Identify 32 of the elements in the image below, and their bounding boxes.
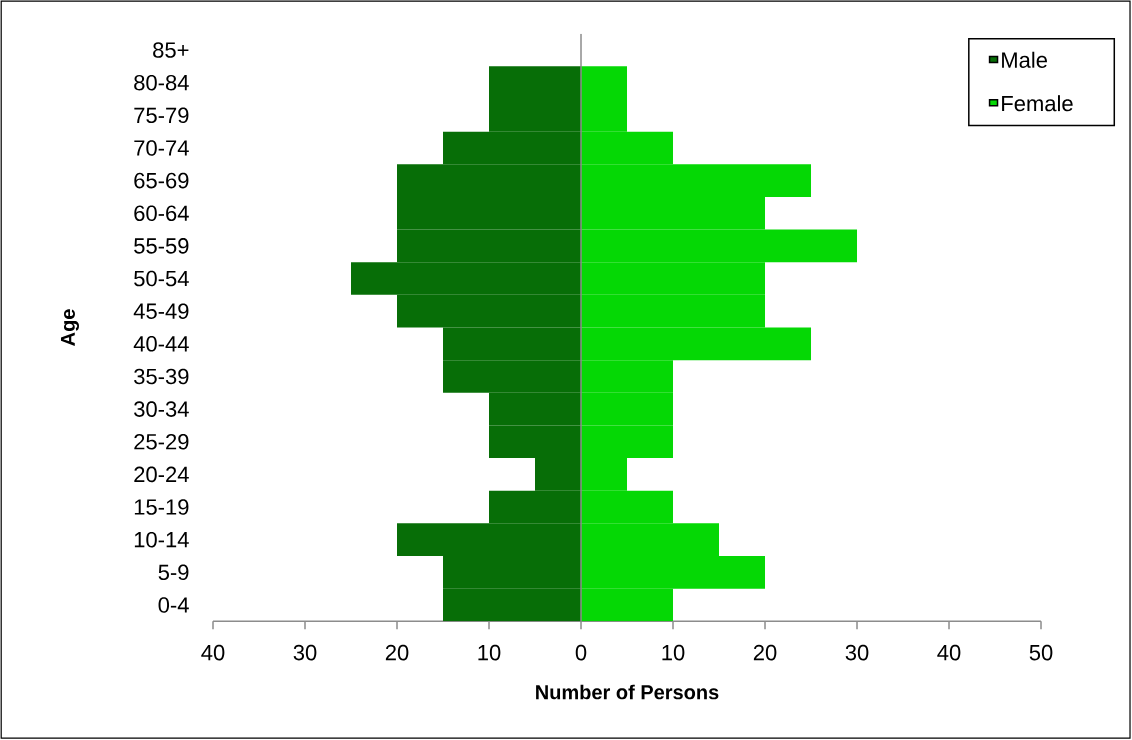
y-tick-label: 50-54 (134, 270, 189, 287)
y-tick-label: 40-44 (133, 336, 189, 352)
x-tick-label: 10 (662, 644, 685, 661)
y-tick-label: 55-59 (134, 238, 189, 254)
y-tick-label: 45-49 (133, 303, 189, 319)
x-tick-label: 20 (753, 644, 777, 661)
y-tick-label: 30-34 (134, 401, 189, 417)
y-tick-label: 10-14 (134, 531, 189, 548)
y-tick-label: 20-24 (134, 466, 189, 483)
x-tick-label: 30 (845, 644, 869, 661)
y-tick-label: 80-84 (134, 74, 189, 91)
x-tick-label: 20 (385, 644, 409, 661)
x-tick-label: 0 (575, 644, 587, 661)
y-tick-label: 0-4 (158, 597, 189, 613)
y-axis-title: Age (61, 309, 79, 346)
x-tick-label: 30 (293, 644, 317, 661)
x-tick-label: 50 (1029, 644, 1053, 661)
y-tick-label: 15-19 (134, 499, 189, 515)
x-tick-label: 40 (201, 644, 225, 661)
y-tick-label: 5-9 (158, 564, 189, 581)
y-tick-label: 25-29 (134, 433, 189, 450)
x-axis-title: Number of Persons (536, 684, 719, 700)
y-tick-label: 65-69 (134, 172, 189, 189)
y-tick-label: 35-39 (134, 368, 189, 385)
x-tick-label: 10 (478, 644, 501, 661)
y-tick-label: 60-64 (134, 205, 189, 222)
x-tick-label: 40 (937, 644, 961, 661)
y-tick-label: 70-74 (134, 140, 189, 156)
legend-label: Female (1002, 95, 1073, 112)
legend-label: Male (1002, 51, 1047, 68)
y-tick-label: 75-79 (134, 107, 189, 124)
y-tick-label: 85+ (153, 42, 189, 58)
